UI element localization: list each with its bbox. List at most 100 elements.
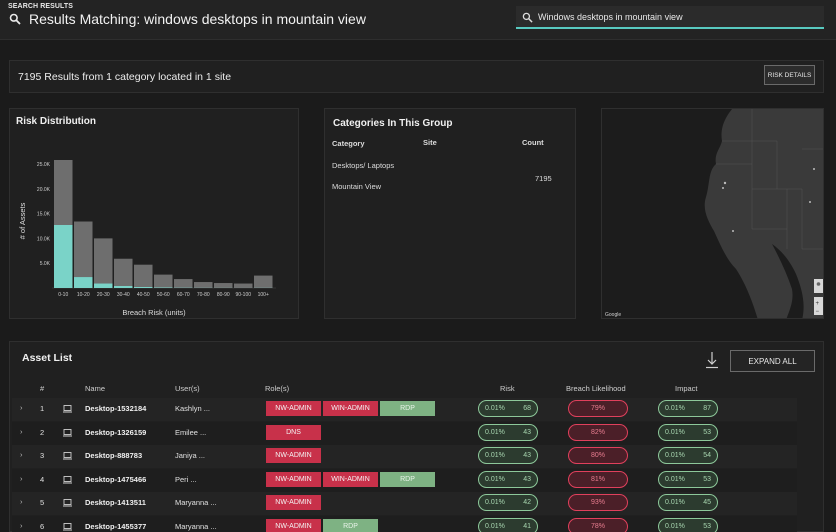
- x-tick-label: 90-100: [235, 292, 251, 298]
- table-row[interactable]: › 2 Desktop-1326159 Emilee ... DNS 0.01% 43 82%…: [12, 422, 797, 445]
- col-name[interactable]: Name: [85, 384, 106, 393]
- asset-user: Maryanna ...: [175, 498, 217, 507]
- bar-highlight: [114, 286, 133, 288]
- bar-total: [234, 283, 253, 288]
- risk-pill: 0.01% 43: [478, 471, 538, 488]
- impact-percent: 0.01%: [665, 523, 685, 530]
- col-roles[interactable]: Role(s): [265, 384, 290, 393]
- col-breach-likelihood[interactable]: Breach Likelihood: [566, 384, 626, 393]
- role-tag: NW-ADMIN: [266, 448, 321, 463]
- site-value[interactable]: Mountain View: [332, 182, 382, 191]
- col-num: #: [40, 384, 45, 393]
- x-tick-label: 80-90: [217, 292, 230, 298]
- impact-percent: 0.01%: [665, 452, 685, 459]
- map-card[interactable]: + − Google: [601, 108, 824, 319]
- risk-pill: 0.01% 42: [478, 494, 538, 511]
- page-title: Results Matching: windows desktops in mo…: [29, 11, 366, 27]
- role-tag: DNS: [266, 425, 321, 440]
- col-users[interactable]: User(s): [175, 384, 200, 393]
- bar-total: [194, 282, 213, 288]
- x-tick-label: 40-50: [137, 292, 150, 298]
- breach-likelihood-value: 93%: [590, 499, 605, 506]
- role-tag: WIN-ADMIN: [323, 401, 378, 416]
- map-attribution: Google: [605, 312, 622, 318]
- y-tick-label: 25.0K: [37, 162, 51, 168]
- risk-score: 68: [523, 405, 531, 412]
- breadcrumb: SEARCH RESULTS: [8, 3, 74, 10]
- role-tag: RDP: [323, 519, 378, 532]
- results-summary-text: 7195 Results from 1 category located in …: [18, 71, 232, 83]
- impact-score: 53: [703, 476, 711, 483]
- desktop-icon: [63, 452, 72, 460]
- impact-pill: 0.01% 87: [658, 400, 718, 417]
- category-value[interactable]: Desktops/ Laptops: [332, 161, 395, 170]
- breach-likelihood-pill: 78%: [568, 518, 628, 532]
- y-tick-label: 5.0K: [40, 261, 51, 267]
- table-row[interactable]: › 3 Desktop-888783 Janiya ... NW-ADMIN 0.01% 4…: [12, 445, 797, 468]
- row-number: 4: [40, 475, 45, 484]
- col-category: Category: [332, 139, 365, 148]
- risk-pill: 0.01% 43: [478, 447, 538, 464]
- risk-distribution-card: Risk Distribution 5.0K 10.0K 15.0K 20.0K 25.…: [9, 108, 299, 319]
- asset-name[interactable]: Desktop-888783: [85, 451, 143, 460]
- expand-chevron-icon[interactable]: ›: [20, 403, 23, 412]
- expand-all-button[interactable]: EXPAND ALL: [730, 350, 815, 372]
- breach-likelihood-pill: 93%: [568, 494, 628, 511]
- col-risk[interactable]: Risk: [500, 384, 515, 393]
- expand-chevron-icon[interactable]: ›: [20, 474, 23, 483]
- bar-total: [134, 264, 153, 288]
- search-box[interactable]: [516, 6, 824, 29]
- breach-likelihood-pill: 82%: [568, 424, 628, 441]
- asset-user: Peri ...: [175, 475, 197, 484]
- risk-distribution-title: Risk Distribution: [16, 116, 97, 127]
- table-row[interactable]: › 4 Desktop-1475466 Peri ... NW-ADMIN WIN-ADM…: [12, 469, 797, 492]
- svg-text:+: +: [816, 301, 820, 307]
- asset-user: Kashlyn ...: [175, 404, 211, 413]
- y-tick-label: 10.0K: [37, 236, 51, 242]
- x-tick-label: 30-40: [117, 292, 130, 298]
- risk-score: 43: [523, 452, 531, 459]
- role-tag: NW-ADMIN: [266, 401, 321, 416]
- role-tag: NW-ADMIN: [266, 472, 321, 487]
- risk-score: 43: [523, 476, 531, 483]
- expand-chevron-icon[interactable]: ›: [20, 450, 23, 459]
- risk-score: 43: [523, 429, 531, 436]
- impact-pill: 0.01% 54: [658, 447, 718, 464]
- risk-details-button[interactable]: RISK DETAILS: [764, 65, 815, 85]
- risk-percent: 0.01%: [485, 499, 505, 506]
- expand-chevron-icon[interactable]: ›: [20, 497, 23, 506]
- asset-name[interactable]: Desktop-1326159: [85, 428, 147, 437]
- table-row[interactable]: › 6 Desktop-1455377 Maryanna ... NW-ADMIN RDP…: [12, 516, 797, 532]
- table-row[interactable]: › 1 Desktop-1532184 Kashlyn ... NW-ADMIN WIN-…: [12, 398, 797, 421]
- breach-likelihood-value: 81%: [590, 476, 605, 483]
- asset-name[interactable]: Desktop-1475466: [85, 475, 147, 484]
- risk-pill: 0.01% 43: [478, 424, 538, 441]
- desktop-icon: [63, 523, 72, 531]
- breach-likelihood-value: 79%: [590, 405, 605, 412]
- table-row[interactable]: › 5 Desktop-1413511 Maryanna ... NW-ADMIN 0.0…: [12, 492, 797, 515]
- search-input[interactable]: [538, 8, 818, 26]
- x-tick-label: 10-20: [77, 292, 90, 298]
- bar-total: [74, 221, 93, 288]
- bar-total: [114, 258, 133, 288]
- asset-name[interactable]: Desktop-1455377: [85, 522, 147, 531]
- row-number: 5: [40, 498, 45, 507]
- svg-text:−: −: [816, 309, 820, 315]
- expand-chevron-icon[interactable]: ›: [20, 521, 23, 530]
- risk-score: 41: [523, 523, 531, 530]
- asset-name[interactable]: Desktop-1413511: [85, 498, 146, 507]
- risk-percent: 0.01%: [485, 476, 505, 483]
- col-impact[interactable]: Impact: [675, 384, 698, 393]
- expand-chevron-icon[interactable]: ›: [20, 427, 23, 436]
- search-icon: [522, 12, 533, 23]
- download-icon[interactable]: [705, 351, 719, 369]
- role-tag: NW-ADMIN: [266, 519, 321, 532]
- bar-total: [254, 275, 273, 288]
- desktop-icon: [63, 476, 72, 484]
- bar-total: [94, 238, 113, 288]
- breach-likelihood-pill: 80%: [568, 447, 628, 464]
- asset-name[interactable]: Desktop-1532184: [85, 404, 147, 413]
- impact-percent: 0.01%: [665, 429, 685, 436]
- map-canvas[interactable]: + −: [602, 109, 824, 319]
- risk-percent: 0.01%: [485, 405, 505, 412]
